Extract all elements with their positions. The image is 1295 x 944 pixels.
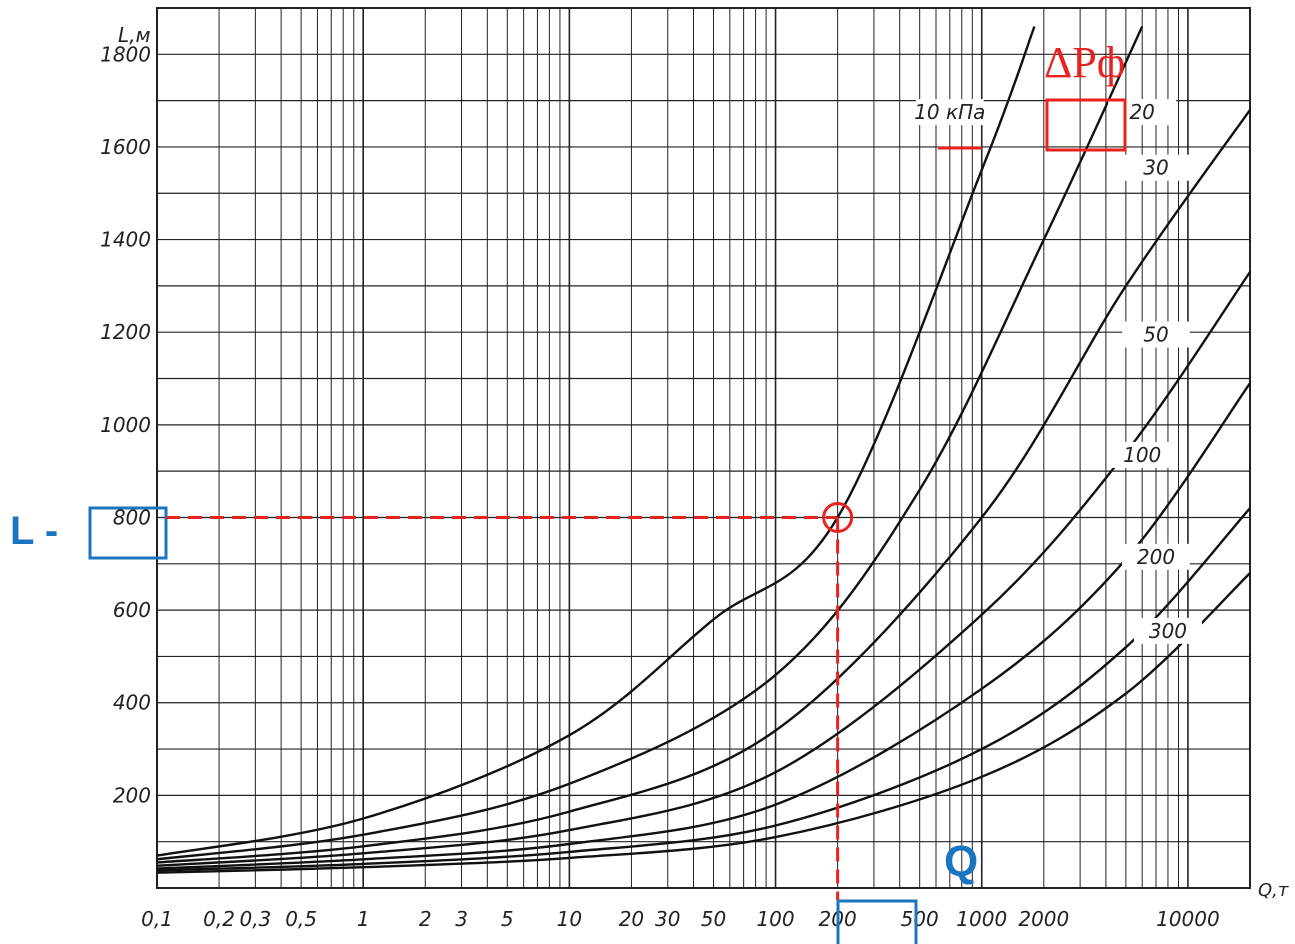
x-tick-label: 2000	[1018, 907, 1069, 931]
y-tick-label: 1600	[100, 135, 151, 159]
x-tick-label: 1	[357, 907, 370, 931]
series-line	[156, 26, 1036, 857]
x-axis-title: Q,т	[1258, 880, 1289, 901]
x-tick-label: 2	[419, 907, 432, 931]
x-tick-label: 10	[557, 907, 582, 931]
series-label: 10 кПа	[914, 100, 985, 124]
annotations: ΔPф L - Q	[10, 38, 1127, 944]
series-label-background	[1121, 543, 1190, 570]
y-marker-box	[88, 506, 168, 560]
series-label-background	[1121, 321, 1190, 348]
series-label: 30	[1143, 156, 1168, 180]
x-tick-label: 100	[756, 907, 794, 931]
x-tick-label: 0,5	[285, 907, 317, 931]
y-tick-label: 1400	[100, 228, 151, 252]
guide-point-marker	[822, 501, 854, 533]
series-label-background	[1108, 441, 1177, 468]
pressure-symbol: ΔPф	[1044, 38, 1125, 87]
series-line	[156, 109, 1251, 864]
series-label: 100	[1123, 443, 1161, 467]
x-tick-label: 20	[619, 907, 644, 931]
series-label: 20	[1129, 100, 1154, 124]
y-tick-label: 400	[113, 691, 151, 715]
x-tick-label: 0,1	[141, 907, 173, 931]
x-marker-box	[836, 899, 918, 944]
series-line	[156, 507, 1251, 872]
pressure-marker-box	[1045, 98, 1127, 152]
x-tick-labels: 0,1 0,2 0,3 0,5 1 2 3 5 10 20 30 50 100 200 500 1000 200…	[141, 907, 1220, 931]
x-tick-label: 3	[455, 907, 468, 931]
y-marker-prefix: L -	[10, 509, 58, 553]
y-tick-label: 1200	[100, 320, 151, 344]
x-tick-label: 5	[501, 907, 514, 931]
x-tick-label: 10000	[1156, 907, 1220, 931]
x-tick-label: 500	[901, 907, 939, 931]
series-line	[156, 572, 1251, 874]
y-tick-label: 1000	[100, 413, 151, 437]
series-label-background	[1108, 99, 1177, 126]
series-line	[156, 271, 1251, 867]
y-tick-label: 600	[113, 598, 151, 622]
y-axis-title: L,м	[118, 23, 151, 47]
x-tick-label: 50	[701, 907, 726, 931]
x-tick-label: 0,2	[203, 907, 235, 931]
y-tick-label: 1800	[100, 42, 151, 66]
x-marker-label: Q	[944, 837, 978, 886]
series-label-background	[1133, 617, 1202, 644]
plot-frame	[156, 7, 1251, 889]
x-tick-label: 0,3	[239, 907, 271, 931]
series-label: 200	[1137, 545, 1175, 569]
y-tick-label: 200	[113, 783, 151, 807]
x-tick-label: 1000	[956, 907, 1007, 931]
series-label-background	[1121, 154, 1190, 181]
series-line	[156, 25, 1144, 861]
grid	[156, 7, 1251, 889]
curves	[156, 25, 1251, 874]
series-label: 50	[1143, 322, 1168, 346]
series-labels: 10 кПа 20 30 50 100 200 300	[914, 99, 1202, 644]
series-label-background	[915, 99, 984, 126]
series-label: 300	[1149, 619, 1187, 643]
x-tick-label: 30	[655, 907, 680, 931]
